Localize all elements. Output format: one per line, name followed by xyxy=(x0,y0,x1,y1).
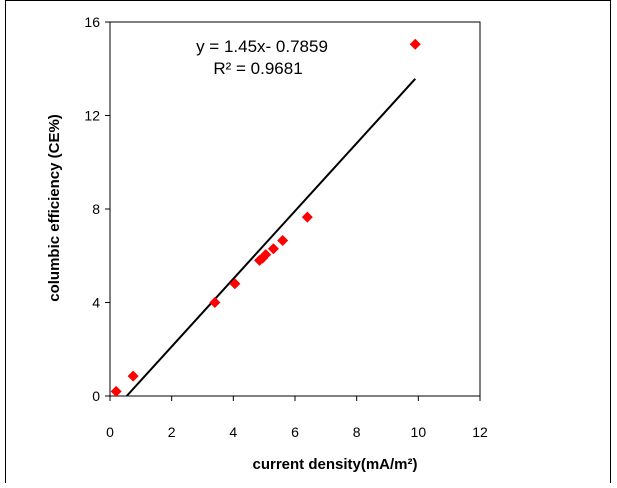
x-tick-label: 6 xyxy=(291,424,299,440)
x-axis-title: current density(mA/m²) xyxy=(252,456,417,473)
y-axis-title: columbic efficiency (CE%) xyxy=(46,114,63,302)
y-tick-label: 4 xyxy=(92,295,100,311)
data-point xyxy=(229,278,241,290)
y-tick-label: 0 xyxy=(92,388,100,404)
x-tick-label: 8 xyxy=(353,424,361,440)
data-point xyxy=(127,370,139,382)
data-point xyxy=(209,297,221,308)
x-tick-label: 12 xyxy=(472,424,488,440)
y-tick-label: 12 xyxy=(84,108,100,124)
data-point xyxy=(301,211,313,223)
x-tick-label: 10 xyxy=(411,424,427,440)
x-tick-label: 2 xyxy=(168,424,176,440)
y-tick-label: 16 xyxy=(84,14,100,30)
x-tick-label: 0 xyxy=(106,424,114,440)
trendline-r-squared: R² = 0.9681 xyxy=(213,59,302,78)
data-point xyxy=(110,385,122,397)
data-point xyxy=(277,235,289,247)
trendline xyxy=(125,78,416,397)
trendline-equation: y = 1.45x- 0.7859 xyxy=(196,37,328,56)
plot-area xyxy=(109,21,481,397)
data-point xyxy=(409,38,421,50)
x-tick-label: 4 xyxy=(229,424,237,440)
data-point xyxy=(260,249,272,261)
y-tick-label: 8 xyxy=(92,201,100,217)
data-point xyxy=(267,243,279,255)
